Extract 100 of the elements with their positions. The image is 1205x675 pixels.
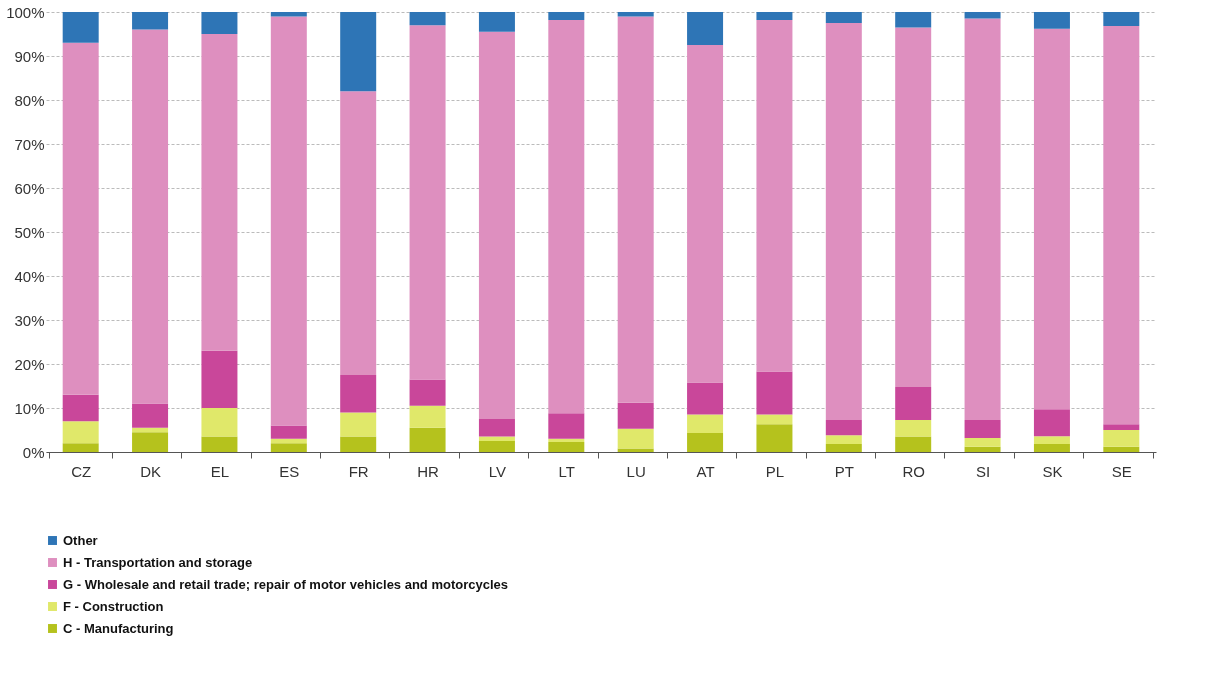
bar xyxy=(964,437,1001,447)
bar xyxy=(201,350,238,408)
legend-label: C - Manufacturing xyxy=(63,620,174,636)
bar xyxy=(687,433,724,452)
x-tick-label: PT xyxy=(834,462,854,480)
y-tick-label: 30% xyxy=(14,311,45,329)
bar xyxy=(201,436,238,452)
bar xyxy=(687,382,724,415)
x-tick-label: ES xyxy=(279,462,300,480)
bar xyxy=(895,12,932,28)
bar xyxy=(1103,446,1140,452)
bar xyxy=(548,19,585,414)
bar xyxy=(1103,26,1140,425)
bar xyxy=(270,12,307,17)
legend-label: Other xyxy=(63,532,98,548)
bar xyxy=(478,31,515,419)
bar xyxy=(62,12,99,43)
x-tick-label: EL xyxy=(210,462,230,480)
bar xyxy=(1033,436,1070,445)
bar xyxy=(1103,424,1140,430)
bar xyxy=(340,91,377,375)
x-tick-label: LU xyxy=(626,462,646,480)
x-tick-label: HR xyxy=(417,462,440,480)
bar xyxy=(409,25,446,380)
bar xyxy=(895,436,932,452)
y-tick-label: 60% xyxy=(14,179,45,197)
bar xyxy=(825,435,862,445)
bar xyxy=(895,27,932,387)
bar xyxy=(825,12,862,23)
bar xyxy=(201,408,238,437)
bar xyxy=(617,12,654,17)
x-tick-label: RO xyxy=(902,462,925,480)
x-tick-label: AT xyxy=(696,462,715,480)
y-tick-label: 50% xyxy=(14,223,45,241)
bar xyxy=(617,448,654,452)
y-tick-label: 40% xyxy=(14,267,45,285)
bar xyxy=(825,444,862,452)
bar xyxy=(201,34,238,351)
bar xyxy=(964,446,1001,452)
x-tick-label: CZ xyxy=(71,462,92,480)
bar xyxy=(687,45,724,383)
bar xyxy=(1033,12,1070,29)
bar xyxy=(270,425,307,439)
bar xyxy=(617,428,654,449)
legend-label: H - Transportation and storage xyxy=(63,554,253,570)
bar xyxy=(132,403,169,428)
bar xyxy=(62,42,99,395)
bar xyxy=(687,414,724,434)
bar xyxy=(756,19,793,372)
legend-label: F - Construction xyxy=(63,598,164,614)
bar xyxy=(548,438,585,442)
y-tick-label: 100% xyxy=(6,3,45,21)
bar xyxy=(756,424,793,452)
bar xyxy=(825,23,862,420)
bar xyxy=(270,443,307,452)
bar xyxy=(548,413,585,439)
bar xyxy=(270,438,307,444)
bar xyxy=(1103,12,1140,27)
bar xyxy=(964,12,1001,19)
x-tick-label: PL xyxy=(765,462,785,480)
bar xyxy=(340,412,377,437)
bar xyxy=(132,427,169,433)
bar xyxy=(1033,28,1070,410)
bar xyxy=(270,16,307,426)
bar xyxy=(478,436,515,441)
legend-label: G - Wholesale and retail trade; repair of motor vehicles and motorcycles xyxy=(63,576,509,592)
bar xyxy=(548,12,585,20)
y-tick-label: 10% xyxy=(14,399,45,417)
x-tick-label: SI xyxy=(975,462,991,480)
bar xyxy=(340,436,377,452)
bar xyxy=(964,419,1001,438)
bar xyxy=(478,419,515,437)
x-tick-label: DK xyxy=(140,462,161,480)
bar xyxy=(756,371,793,415)
bar xyxy=(409,379,446,406)
bar xyxy=(1033,409,1070,437)
bar xyxy=(409,12,446,26)
bar xyxy=(756,414,793,425)
x-tick-label: SE xyxy=(1111,462,1132,480)
y-tick-label: 90% xyxy=(14,47,45,65)
bar xyxy=(895,419,932,437)
bar xyxy=(895,386,932,420)
bar xyxy=(478,441,515,452)
bar xyxy=(1103,430,1140,447)
y-tick-label: 70% xyxy=(14,135,45,153)
bar xyxy=(756,12,793,20)
bar xyxy=(825,419,862,436)
bar xyxy=(409,405,446,428)
bar xyxy=(409,427,446,452)
bar xyxy=(340,375,377,413)
x-tick-label: LT xyxy=(558,462,576,480)
y-tick-label: 20% xyxy=(14,355,45,373)
bar xyxy=(132,432,169,452)
bar xyxy=(478,12,515,32)
x-tick-label: LV xyxy=(488,462,507,480)
bar xyxy=(62,421,99,444)
bar xyxy=(1033,444,1070,452)
bar xyxy=(687,12,724,45)
x-tick-label: SK xyxy=(1042,462,1063,480)
bar xyxy=(964,18,1001,420)
